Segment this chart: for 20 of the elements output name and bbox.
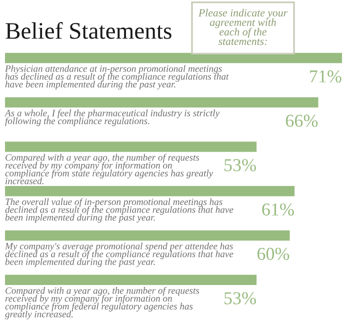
bar <box>5 230 290 241</box>
chart-title: Belief Statements <box>6 22 172 39</box>
y-tick-label: Physician attendance at in-person promotional meetings has declined as a result of the compliance regulations that have been implemented during the past year. <box>4 65 229 90</box>
data-label: 61% <box>262 203 294 216</box>
data-label: 53% <box>224 292 256 304</box>
data-label: 71% <box>310 70 342 83</box>
y-tick-label: My company's average promotional spend per attendee has declined as a result of the compliance regulations that have been implemented during the past year. <box>4 242 234 267</box>
bar <box>5 274 257 285</box>
data-label: 60% <box>257 248 290 260</box>
bar <box>5 52 342 64</box>
y-tick-label: The overall value of in-person promotional meetings has declined as a result of the compliance regulations that have been implemented during the past year. <box>5 198 234 223</box>
bar <box>5 186 295 196</box>
chart-subtitle: Please indicate your agreement with each of the statements: <box>198 8 288 45</box>
y-tick-label: Compared with a year ago, the number of requests received by my company for information on compliance from state regulatory agencies has greatly increased. <box>5 154 214 184</box>
y-tick-label: Compared with a year ago, the number of requests received by my company for information on compliance from federal regulatory agencies has greatly increased. <box>5 286 200 320</box>
y-tick-label: As a whole, I feel the pharmaceutical industry is strictly following the compliance regulations. <box>4 109 220 126</box>
data-label: 66% <box>286 114 318 127</box>
bar <box>5 142 257 152</box>
bar <box>5 97 318 108</box>
data-label: 53% <box>224 159 256 172</box>
